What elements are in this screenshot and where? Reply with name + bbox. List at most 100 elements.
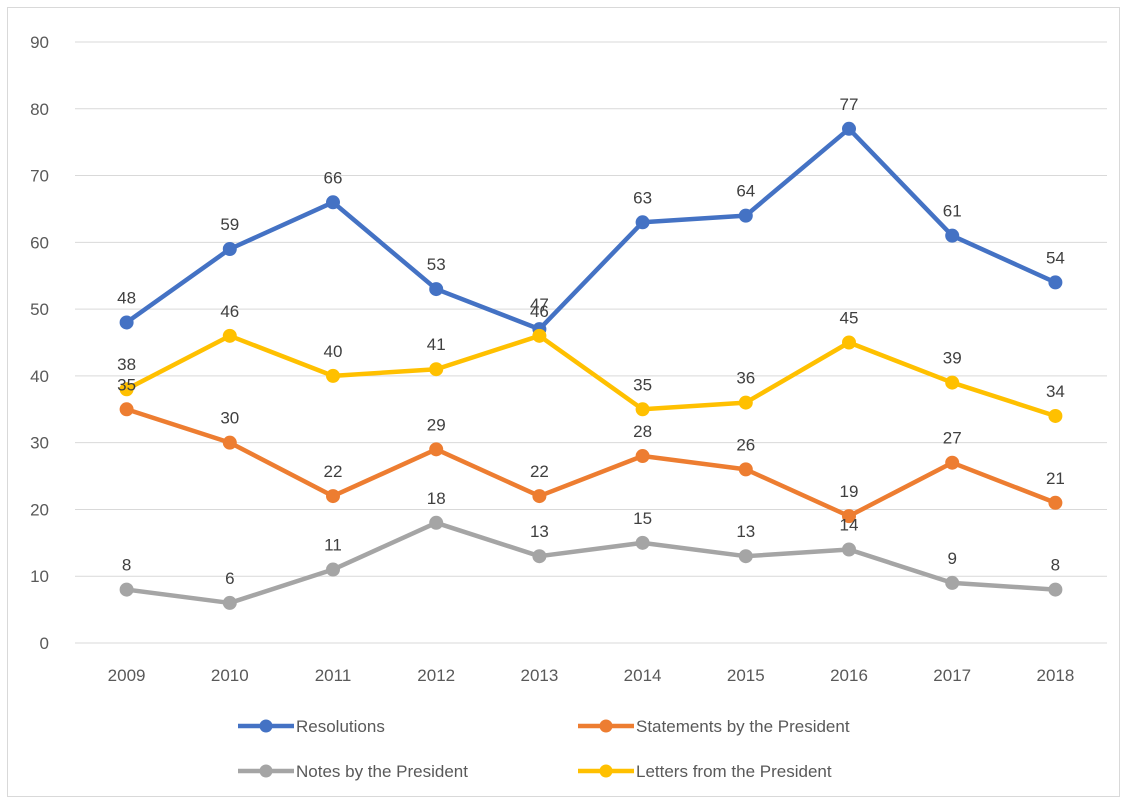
data-point bbox=[945, 228, 960, 243]
y-tick-label: 70 bbox=[30, 167, 49, 186]
y-tick-label: 10 bbox=[30, 567, 49, 586]
data-point bbox=[635, 215, 650, 230]
data-point bbox=[222, 435, 237, 450]
data-label: 34 bbox=[1046, 382, 1065, 401]
data-label: 38 bbox=[117, 355, 136, 374]
data-point bbox=[326, 195, 340, 210]
y-tick-label: 80 bbox=[30, 100, 49, 119]
data-label: 27 bbox=[943, 429, 962, 448]
x-tick-label: 2017 bbox=[933, 666, 971, 685]
data-point bbox=[222, 328, 237, 343]
data-point bbox=[532, 549, 547, 564]
series-line-0 bbox=[124, 126, 1058, 332]
x-tick-label: 2012 bbox=[417, 666, 455, 685]
data-point bbox=[635, 535, 650, 550]
legend-label: Statements by the President bbox=[636, 717, 850, 736]
data-point bbox=[326, 562, 340, 577]
data-label: 30 bbox=[220, 409, 239, 428]
data-point bbox=[532, 328, 547, 343]
data-point bbox=[119, 402, 134, 417]
data-point bbox=[842, 335, 856, 350]
x-tick-label: 2014 bbox=[624, 666, 662, 685]
data-label: 41 bbox=[427, 335, 446, 354]
data-label: 66 bbox=[324, 168, 343, 187]
data-label: 36 bbox=[736, 369, 755, 388]
legend-marker bbox=[259, 719, 273, 733]
legend-marker bbox=[259, 764, 273, 778]
data-label: 19 bbox=[840, 482, 859, 501]
x-tick-label: 2013 bbox=[520, 666, 558, 685]
data-label: 22 bbox=[324, 462, 343, 481]
data-point bbox=[738, 395, 753, 410]
data-label: 61 bbox=[943, 202, 962, 221]
data-label: 13 bbox=[736, 522, 755, 541]
data-label: 8 bbox=[1051, 556, 1060, 575]
data-label: 13 bbox=[530, 522, 549, 541]
data-point bbox=[222, 242, 237, 257]
x-tick-label: 2016 bbox=[830, 666, 868, 685]
data-label: 35 bbox=[117, 375, 136, 394]
data-label: 47 bbox=[530, 295, 549, 314]
legend-label: Notes by the President bbox=[296, 762, 468, 781]
y-tick-label: 20 bbox=[30, 500, 49, 519]
data-point bbox=[429, 515, 444, 530]
legend-marker bbox=[599, 764, 613, 778]
data-label: 40 bbox=[324, 342, 343, 361]
data-point bbox=[738, 208, 753, 223]
legend-marker bbox=[599, 719, 613, 733]
data-label: 35 bbox=[633, 375, 652, 394]
data-label: 64 bbox=[736, 182, 755, 201]
series-line-2 bbox=[124, 520, 1058, 606]
data-label: 15 bbox=[633, 509, 652, 528]
data-label: 46 bbox=[530, 302, 549, 321]
data-label: 21 bbox=[1046, 469, 1065, 488]
data-label: 6 bbox=[225, 569, 234, 588]
data-label: 77 bbox=[840, 95, 859, 114]
data-point bbox=[842, 121, 856, 136]
data-point bbox=[326, 489, 340, 504]
data-label: 53 bbox=[427, 255, 446, 274]
data-point bbox=[119, 382, 134, 397]
data-point bbox=[1048, 408, 1063, 423]
series-line-3 bbox=[124, 333, 1058, 419]
data-point bbox=[945, 575, 960, 590]
chart-frame bbox=[7, 7, 1120, 797]
y-tick-label: 30 bbox=[30, 434, 49, 453]
data-label: 14 bbox=[840, 516, 859, 535]
data-label: 26 bbox=[736, 435, 755, 454]
data-point bbox=[222, 595, 237, 610]
data-point bbox=[1048, 495, 1063, 510]
data-point bbox=[842, 542, 856, 557]
x-tick-label: 2018 bbox=[1036, 666, 1074, 685]
data-point bbox=[635, 402, 650, 417]
y-tick-label: 90 bbox=[30, 33, 49, 52]
data-point bbox=[119, 582, 134, 597]
y-tick-label: 50 bbox=[30, 300, 49, 319]
data-label: 28 bbox=[633, 422, 652, 441]
data-point bbox=[842, 509, 856, 524]
legend-label: Letters from the President bbox=[636, 762, 832, 781]
y-tick-label: 0 bbox=[40, 634, 49, 653]
legend-label: Resolutions bbox=[296, 717, 385, 736]
data-label: 18 bbox=[427, 489, 446, 508]
x-tick-label: 2011 bbox=[315, 666, 352, 685]
data-point bbox=[326, 368, 340, 383]
data-point bbox=[532, 489, 547, 504]
data-label: 59 bbox=[220, 215, 239, 234]
data-point bbox=[738, 549, 753, 564]
data-label: 11 bbox=[324, 536, 342, 555]
data-point bbox=[119, 315, 134, 330]
data-label: 22 bbox=[530, 462, 549, 481]
data-point bbox=[1048, 275, 1063, 290]
series-line-1 bbox=[124, 407, 1058, 519]
y-tick-label: 60 bbox=[30, 233, 49, 252]
data-label: 29 bbox=[427, 415, 446, 434]
data-point bbox=[945, 455, 960, 470]
x-tick-label: 2009 bbox=[108, 666, 146, 685]
data-point bbox=[429, 442, 444, 457]
data-label: 8 bbox=[122, 556, 131, 575]
data-label: 54 bbox=[1046, 248, 1065, 267]
data-label: 48 bbox=[117, 288, 136, 307]
data-label: 39 bbox=[943, 349, 962, 368]
